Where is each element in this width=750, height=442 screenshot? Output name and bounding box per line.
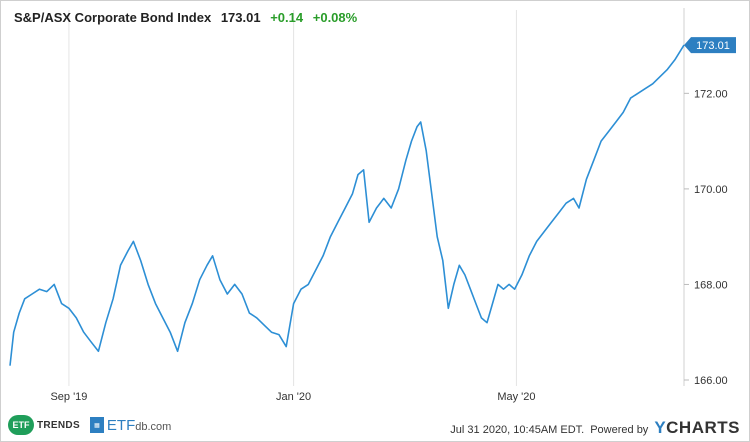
etf-trends-badge: ETF bbox=[8, 415, 34, 435]
series-line bbox=[9, 44, 685, 366]
index-value: 173.01 bbox=[220, 10, 261, 25]
powered-by-text: Powered by bbox=[590, 424, 649, 436]
last-value-label: 173.01 bbox=[696, 40, 730, 52]
ycharts-logo-y: Y bbox=[654, 418, 667, 437]
etfdb-badge-icon: ▦ bbox=[89, 417, 104, 433]
index-title: S&P/ASX Corporate Bond Index bbox=[14, 10, 212, 25]
index-change-percent: +0.08% bbox=[312, 10, 358, 25]
x-tick-label: Jan '20 bbox=[276, 391, 311, 403]
y-tick-label: 166.00 bbox=[694, 375, 728, 387]
y-tick-label: 170.00 bbox=[694, 184, 728, 196]
etfdb-main-text: ETF bbox=[106, 416, 136, 434]
etfdb-logo[interactable]: ▦ ETFdb.com bbox=[89, 417, 171, 434]
timestamp: Jul 31 2020, 10:45AM EDT. bbox=[450, 424, 585, 436]
x-tick-label: May '20 bbox=[497, 391, 535, 403]
ycharts-logo[interactable]: YCHARTS bbox=[654, 418, 740, 438]
last-value-badge bbox=[684, 37, 736, 54]
chart-footer: Jul 31 2020, 10:45AM EDT. Powered by YCH… bbox=[450, 418, 740, 438]
index-change: +0.14 bbox=[270, 10, 304, 25]
y-tick-label: 168.00 bbox=[694, 279, 728, 291]
etfdb-suffix-text: db.com bbox=[135, 420, 172, 433]
chart-header: S&P/ASX Corporate Bond Index 173.01 +0.1… bbox=[14, 10, 363, 25]
etf-trends-logo[interactable]: ETF TRENDS bbox=[8, 415, 80, 435]
etf-trends-text: TRENDS bbox=[37, 419, 80, 431]
ycharts-logo-rest: CHARTS bbox=[666, 418, 740, 437]
x-tick-label: Sep '19 bbox=[50, 391, 87, 403]
y-tick-label: 172.00 bbox=[694, 88, 728, 100]
partner-logos: ETF TRENDS ▦ ETFdb.com bbox=[8, 413, 171, 437]
etfdb-text: ETFdb.com bbox=[107, 417, 171, 434]
